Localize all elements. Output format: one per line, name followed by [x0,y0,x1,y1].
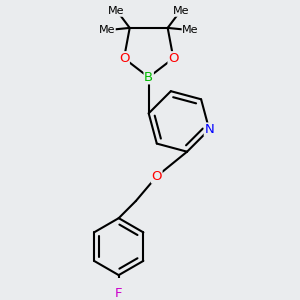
Text: Me: Me [173,6,189,16]
Text: N: N [204,123,214,136]
Text: B: B [144,71,153,84]
Text: F: F [115,286,122,300]
Text: Me: Me [108,6,124,16]
Text: O: O [152,170,162,183]
Text: O: O [168,52,178,65]
Text: Me: Me [182,25,199,34]
Text: O: O [119,52,129,65]
Text: Me: Me [99,25,115,34]
